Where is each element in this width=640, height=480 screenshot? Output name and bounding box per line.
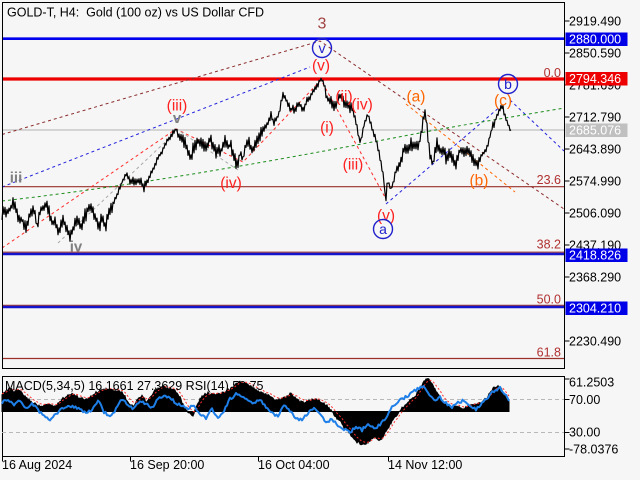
svg-text:23.6: 23.6 [537,173,561,187]
svg-text:a: a [379,221,387,237]
svg-text:-78.0376: -78.0376 [569,443,618,457]
svg-text:61.2503: 61.2503 [569,376,614,390]
svg-text:14 Nov 12:00: 14 Nov 12:00 [388,458,462,472]
svg-text:2685.076: 2685.076 [569,124,621,138]
svg-text:MACD(5,34,5) 16.1661 27.3629 R: MACD(5,34,5) 16.1661 27.3629 RSI(14) 50.… [5,379,264,393]
svg-text:2506.090: 2506.090 [569,207,621,221]
svg-text:16 Sep 20:00: 16 Sep 20:00 [130,458,204,472]
svg-text:iv: iv [70,239,83,256]
svg-text:3: 3 [318,16,327,33]
svg-text:v: v [319,40,326,56]
svg-text:GOLD-T, H4: Gold (100 oz) vs: GOLD-T, H4: Gold (100 oz) vs US Dollar C… [7,6,264,20]
svg-text:2368.290: 2368.290 [569,271,621,285]
svg-text:(iv): (iv) [351,97,373,114]
svg-text:0.0: 0.0 [544,66,561,80]
svg-text:(i): (i) [320,120,334,137]
svg-text:(ii): (ii) [335,89,352,106]
svg-text:(iii): (iii) [343,157,364,174]
svg-text:(v): (v) [312,58,330,75]
svg-text:2574.990: 2574.990 [569,175,621,189]
svg-text:2794.346: 2794.346 [569,72,621,86]
svg-text:2418.826: 2418.826 [569,249,621,263]
svg-text:16 Oct 04:00: 16 Oct 04:00 [258,458,330,472]
svg-text:2712.790: 2712.790 [569,111,621,125]
svg-text:50.0: 50.0 [537,293,561,307]
svg-text:(iii): (iii) [167,98,188,115]
svg-text:16 Aug 2024: 16 Aug 2024 [2,458,72,472]
svg-text:2230.490: 2230.490 [569,335,621,349]
svg-text:70.00: 70.00 [569,393,600,407]
svg-text:iii: iii [10,170,23,187]
svg-text:61.8: 61.8 [537,346,561,360]
svg-text:(iv): (iv) [220,175,242,192]
svg-text:(a): (a) [407,89,426,106]
svg-text:(b): (b) [470,173,489,190]
svg-text:2880.000: 2880.000 [569,33,621,47]
svg-text:(c): (c) [494,93,512,110]
svg-text:v: v [173,110,182,127]
svg-text:38.2: 38.2 [537,238,561,252]
svg-text:2850.590: 2850.590 [569,47,621,61]
svg-text:2919.490: 2919.490 [569,15,621,29]
svg-text:2643.890: 2643.890 [569,143,621,157]
svg-text:2304.210: 2304.210 [569,302,621,316]
svg-text:b: b [504,76,512,92]
svg-text:30.00: 30.00 [569,426,600,440]
